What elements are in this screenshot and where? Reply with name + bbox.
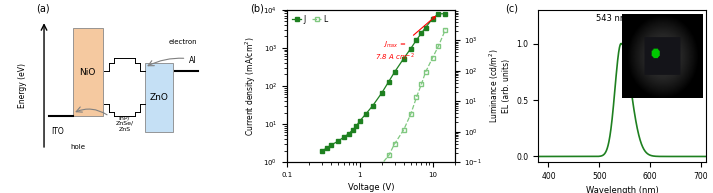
Text: Energy (eV): Energy (eV): [18, 63, 27, 108]
Legend: J, L: J, L: [291, 14, 329, 25]
Bar: [145, 63, 173, 132]
Text: (c): (c): [505, 3, 518, 14]
Text: 543 nm: 543 nm: [596, 14, 628, 23]
Text: $J_{max}$ =
7.8 A cm$^{-2}$: $J_{max}$ = 7.8 A cm$^{-2}$: [374, 16, 436, 63]
Bar: [73, 28, 103, 116]
X-axis label: Wavelength (nm): Wavelength (nm): [585, 186, 659, 193]
Text: NiO: NiO: [79, 68, 96, 77]
Text: electron: electron: [169, 39, 198, 45]
Y-axis label: Luminance (cd/m$^2$): Luminance (cd/m$^2$): [488, 49, 501, 123]
Text: (a): (a): [36, 3, 49, 14]
Y-axis label: EL (arb. units): EL (arb. units): [502, 59, 511, 113]
X-axis label: Voltage (V): Voltage (V): [347, 183, 394, 192]
Text: InP/
ZnSe/
ZnS: InP/ ZnSe/ ZnS: [116, 115, 133, 132]
Text: hole: hole: [70, 144, 85, 150]
Text: (b): (b): [250, 3, 264, 14]
Text: ZnO: ZnO: [149, 93, 168, 102]
Text: Al: Al: [190, 56, 197, 64]
Text: ITO: ITO: [51, 127, 63, 136]
Y-axis label: Current density (mA/cm$^2$): Current density (mA/cm$^2$): [243, 36, 258, 136]
